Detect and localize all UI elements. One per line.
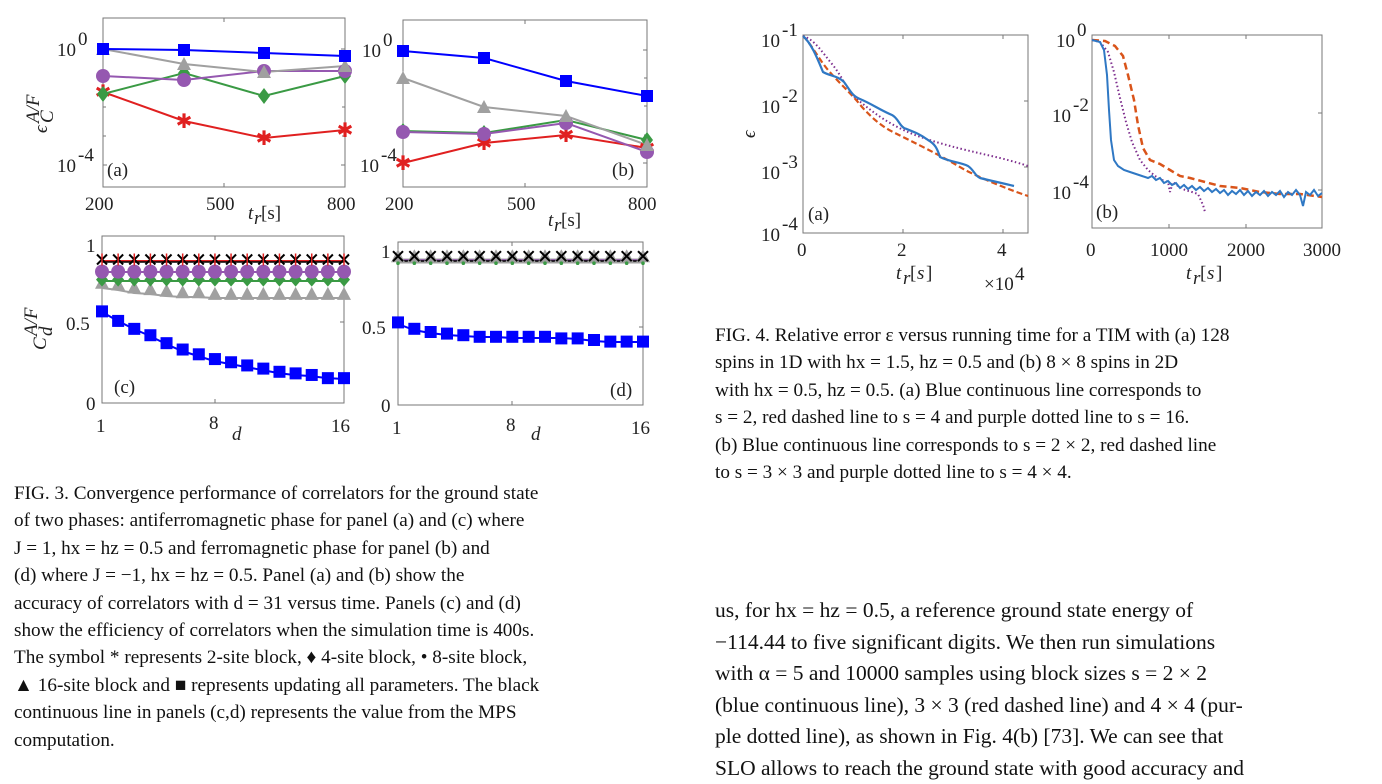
body-text-line: (blue continuous line), 3 × 3 (red dashe…: [715, 690, 1368, 722]
fig4b-panel-label: (b): [1096, 202, 1118, 223]
panel-label-d: (d): [610, 380, 632, 401]
svg-text:10: 10: [1052, 106, 1071, 127]
svg-text:0: 0: [86, 394, 96, 415]
svg-text:d: d: [232, 424, 242, 445]
fig3-caption-line: show the efficiency of correlators when …: [14, 617, 665, 644]
svg-text:0: 0: [381, 396, 391, 417]
fig4-caption-line: FIG. 4. Relative error ε versus running …: [715, 322, 1368, 349]
fig4-caption-line: with hx = 0.5, hz = 0.5. (a) Blue contin…: [715, 377, 1368, 404]
svg-text:C: C: [30, 337, 51, 350]
fig4a-panel-label: (a): [808, 204, 829, 225]
fig4-caption-line: spins in 1D with hx = 1.5, hz = 0.5 and …: [715, 349, 1368, 376]
svg-text:d: d: [531, 424, 541, 445]
fig4-caption-line: to s = 3 × 3 and purple dotted line to s…: [715, 459, 1368, 486]
svg-text:2000: 2000: [1227, 240, 1265, 261]
svg-text:t: t: [1186, 263, 1192, 284]
svg-text:×10: ×10: [984, 274, 1014, 295]
svg-text:0: 0: [1077, 20, 1087, 41]
svg-text:[: [: [910, 263, 916, 284]
svg-text:4: 4: [997, 240, 1007, 261]
fig3-caption-line: of two phases: antiferromagnetic phase f…: [14, 507, 665, 534]
fig4-caption: FIG. 4. Relative error ε versus running …: [715, 322, 1368, 486]
svg-text:-4: -4: [1073, 172, 1089, 193]
svg-text:-2: -2: [782, 86, 798, 107]
svg-text:0: 0: [1086, 240, 1096, 261]
svg-text:10: 10: [761, 225, 780, 246]
fig3-caption-line: The symbol * represents 2-site block, ♦ …: [14, 644, 665, 671]
svg-text:1: 1: [392, 418, 402, 439]
svg-text:8: 8: [506, 415, 516, 436]
svg-text:16: 16: [631, 418, 650, 439]
svg-text:0.5: 0.5: [66, 314, 90, 335]
svg-text:1: 1: [96, 416, 106, 437]
svg-text:8: 8: [209, 413, 219, 434]
fig3-caption-line: accuracy of correlators with d = 31 vers…: [14, 590, 665, 617]
svg-text:10: 10: [1052, 183, 1071, 204]
svg-text:10: 10: [761, 163, 780, 184]
svg-text:3000: 3000: [1303, 240, 1341, 261]
fig3-caption-line: ▲ 16-site block and ■ represents updatin…: [14, 672, 665, 699]
body-text-line: −114.44 to five significant digits. We t…: [715, 627, 1368, 659]
svg-text:-1: -1: [782, 20, 798, 41]
fig3-caption-line: FIG. 3. Convergence performance of corre…: [14, 480, 665, 507]
svg-text:10: 10: [1056, 31, 1075, 52]
svg-text:[: [: [1200, 263, 1206, 284]
svg-text:]: ]: [1216, 263, 1222, 284]
svg-text:-2: -2: [1073, 95, 1089, 116]
svg-text:ϵ: ϵ: [739, 129, 760, 138]
body-text-line: SLO allows to reach the ground state wit…: [715, 753, 1368, 784]
body-text-line: with α = 5 and 10000 samples using block…: [715, 658, 1368, 690]
svg-text:s: s: [1207, 263, 1214, 284]
svg-text:t: t: [896, 263, 902, 284]
svg-text:16: 16: [331, 416, 350, 437]
body-text: us, for hx = hz = 0.5, a reference groun…: [715, 595, 1368, 784]
panel-label-c: (c): [114, 377, 135, 398]
fig3-caption-line: computation.: [14, 727, 665, 754]
svg-text:2: 2: [897, 240, 907, 261]
svg-text:-3: -3: [782, 152, 798, 173]
fig4-caption-line: (b) Blue continuous line corresponds to …: [715, 432, 1368, 459]
fig3-caption-line: continuous line in panels (c,d) represen…: [14, 699, 665, 726]
svg-text:A/F: A/F: [21, 307, 42, 338]
svg-text:-4: -4: [782, 214, 798, 235]
fig3-caption-line: (d) where J = −1, hx = hz = 0.5. Panel (…: [14, 562, 665, 589]
fig3-caption-line: J = 1, hx = hz = 0.5 and ferromagnetic p…: [14, 535, 665, 562]
svg-text:10: 10: [761, 97, 780, 118]
body-text-line: us, for hx = hz = 0.5, a reference groun…: [715, 595, 1368, 627]
svg-text:]: ]: [926, 263, 932, 284]
svg-text:1000: 1000: [1150, 240, 1188, 261]
fig3-caption: FIG. 3. Convergence performance of corre…: [14, 480, 665, 754]
svg-text:0: 0: [797, 240, 807, 261]
fig4-caption-line: s = 2, red dashed line to s = 4 and purp…: [715, 404, 1368, 431]
svg-text:s: s: [917, 263, 924, 284]
svg-text:10: 10: [761, 31, 780, 52]
svg-text:0.5: 0.5: [362, 318, 386, 339]
svg-text:4: 4: [1015, 264, 1025, 285]
body-text-line: ple dotted line), as shown in Fig. 4(b) …: [715, 721, 1368, 753]
